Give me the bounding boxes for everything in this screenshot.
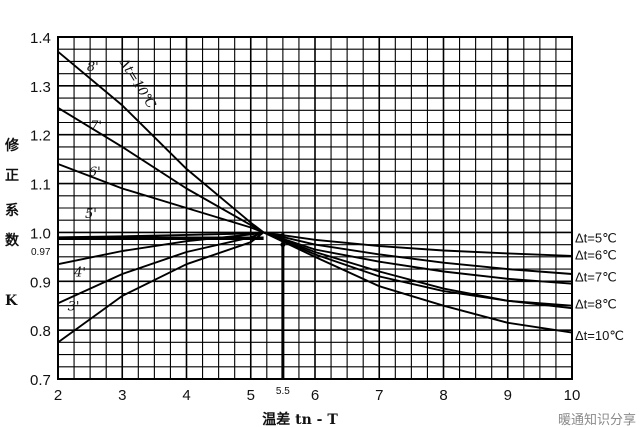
y-tick-label: 0.7	[30, 372, 51, 389]
grid	[57, 36, 573, 380]
y-tick-label: 1.0	[30, 225, 51, 242]
y-tick-label: 1.4	[30, 30, 51, 47]
series-legend-label: Δt=10℃	[575, 328, 624, 343]
series-inline-label: 8'	[87, 60, 99, 75]
plot-frame	[57, 36, 573, 380]
series-line	[57, 231, 265, 344]
series-legend-label: Δt=6℃	[575, 247, 617, 262]
reference-point	[280, 242, 286, 248]
y-axis-label-char: 数	[5, 232, 20, 249]
x-tick-label: 9	[504, 387, 512, 404]
reference-lines	[58, 232, 286, 379]
x-tick-label: 7	[375, 387, 383, 404]
series-line	[57, 106, 573, 310]
series-legend-label: Δt=5℃	[575, 230, 617, 245]
x-extra-tick-label: 5.5	[276, 386, 290, 397]
series-line	[57, 231, 573, 257]
series-line	[57, 231, 573, 275]
x-tick-label: 8	[439, 387, 447, 404]
series-inline-label: 4'	[73, 265, 86, 280]
x-tick-label: 10	[564, 387, 581, 404]
x-tick-label: 2	[54, 387, 62, 404]
series-line	[57, 50, 573, 334]
y-extra-tick-label: 0.97	[31, 247, 51, 258]
y-axis-label-char: 修	[4, 137, 20, 154]
y-axis-label-char: 系	[5, 202, 19, 219]
watermark: 暖通知识分享	[558, 412, 636, 428]
y-axis-label-char: K	[5, 293, 18, 309]
series-legend-label: Δt=8℃	[575, 296, 617, 311]
y-axis-label-char: 正	[5, 168, 19, 184]
series-line	[57, 231, 573, 307]
y-tick-label: 0.9	[30, 274, 51, 291]
series-inline-label: 3'	[68, 300, 80, 315]
series-inline-label: 6'	[89, 165, 101, 180]
x-tick-label: 3	[118, 387, 126, 404]
series-legend-label: Δt=7℃	[575, 269, 617, 284]
x-axis-label: 温差 tn - T	[262, 411, 338, 428]
series-line	[57, 163, 573, 285]
series-inline-label: 7'	[90, 119, 102, 134]
labels: 2 3 4 5 6 7 8 9 10 1.4 1.3 1.2 1.1 1.0 0.9 0.8 0.7 5.5 0.9…	[4, 30, 636, 428]
x-tick-label: 6	[311, 387, 319, 404]
y-tick-label: 1.3	[30, 79, 51, 96]
y-tick-label: 1.1	[30, 177, 51, 194]
x-tick-label: 5	[247, 387, 255, 404]
y-tick-label: 1.2	[30, 128, 51, 145]
series-inline-label: 5'	[85, 207, 97, 222]
x-tick-label: 4	[182, 387, 190, 404]
y-tick-label: 0.8	[30, 323, 51, 340]
